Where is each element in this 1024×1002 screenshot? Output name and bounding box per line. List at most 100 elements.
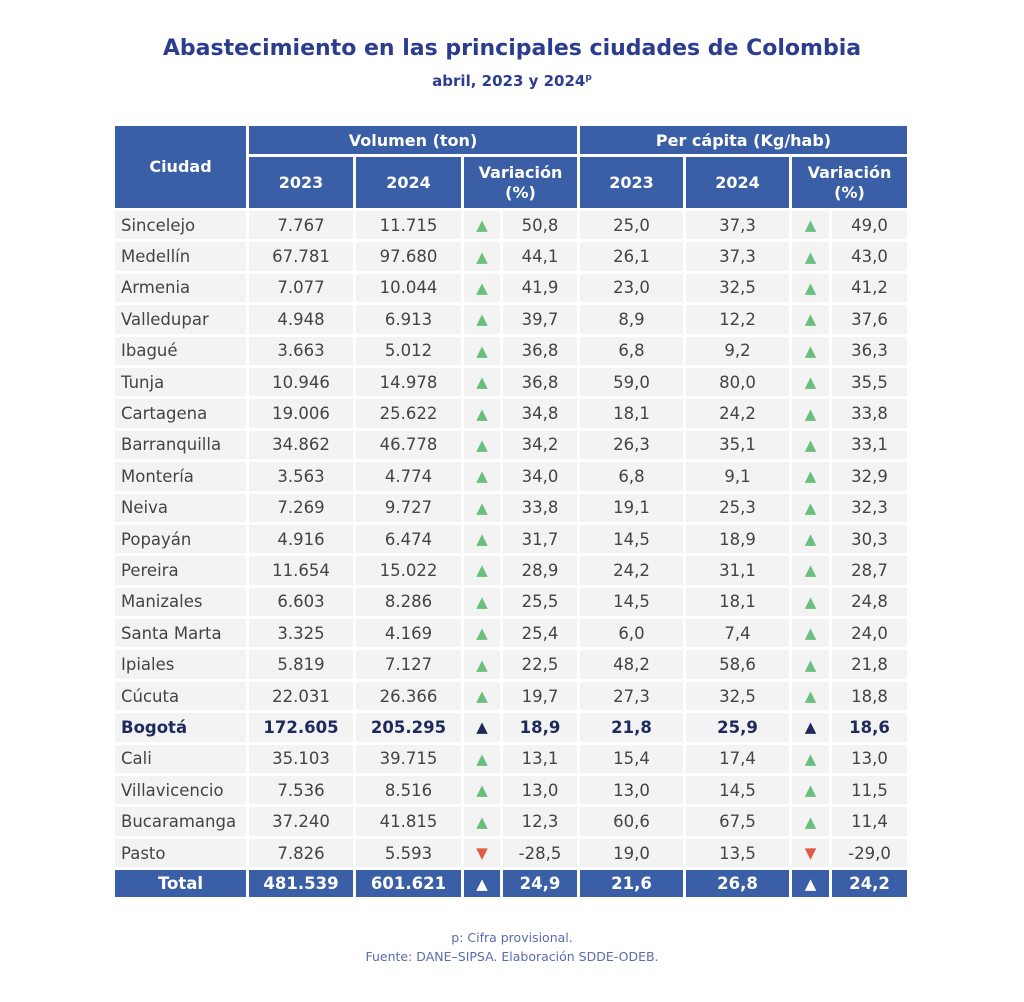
- arrow-up-icon: ▲: [464, 493, 500, 522]
- volume-2023-cell: 35.103: [249, 744, 353, 774]
- arrow-up-icon: ▲: [464, 650, 500, 679]
- percapita-2024-cell: 37,3: [686, 242, 789, 271]
- arrow-up-icon: ▲: [792, 807, 829, 836]
- volume-variation-cell: 36,8: [503, 367, 577, 397]
- arrow-up-icon: ▲: [792, 367, 829, 397]
- arrow-up-icon: ▲: [464, 273, 500, 303]
- city-cell: Sincelejo: [115, 211, 246, 240]
- percapita-2023-cell: 6,8: [580, 462, 683, 491]
- percapita-2023-cell: 14,5: [580, 524, 683, 554]
- volume-2023-cell: 7.077: [249, 273, 353, 303]
- volume-variation-cell: 50,8: [503, 211, 577, 240]
- percapita-2024-cell: 18,1: [686, 587, 789, 617]
- percapita-variation-cell: 24,2: [832, 870, 907, 898]
- percapita-2023-cell: 48,2: [580, 650, 683, 679]
- city-cell: Pereira: [115, 556, 246, 585]
- arrow-up-icon: ▲: [792, 399, 829, 428]
- table-row: Tunja 10.946 14.978 ▲ 36,8 59,0 80,0 ▲ 35,5: [115, 367, 907, 397]
- header-volume-group: Volumen (ton): [249, 126, 577, 154]
- volume-2023-cell: 5.819: [249, 650, 353, 679]
- header-volume-variation: Variación (%): [464, 157, 577, 208]
- city-cell: Tunja: [115, 367, 246, 397]
- percapita-2024-cell: 32,5: [686, 273, 789, 303]
- city-cell: Pasto: [115, 838, 246, 868]
- volume-variation-cell: 24,9: [503, 870, 577, 898]
- city-cell: Ipiales: [115, 650, 246, 679]
- arrow-up-icon: ▲: [464, 242, 500, 271]
- volume-variation-cell: 22,5: [503, 650, 577, 679]
- city-cell: Bogotá: [115, 713, 246, 742]
- arrow-up-icon: ▲: [792, 493, 829, 522]
- volume-2023-cell: 3.663: [249, 336, 353, 365]
- percapita-2024-cell: 9,1: [686, 462, 789, 491]
- arrow-up-icon: ▲: [464, 776, 500, 805]
- volume-2023-cell: 7.269: [249, 493, 353, 522]
- volume-variation-cell: 18,9: [503, 713, 577, 742]
- percapita-2024-cell: 7,4: [686, 619, 789, 648]
- arrow-up-icon: ▲: [792, 556, 829, 585]
- percapita-2023-cell: 59,0: [580, 367, 683, 397]
- percapita-variation-cell: 18,8: [832, 681, 907, 711]
- volume-2023-cell: 34.862: [249, 430, 353, 460]
- volume-variation-cell: 19,7: [503, 681, 577, 711]
- percapita-2023-cell: 21,8: [580, 713, 683, 742]
- city-cell: Villavicencio: [115, 776, 246, 805]
- percapita-variation-cell: 18,6: [832, 713, 907, 742]
- volume-variation-cell: 41,9: [503, 273, 577, 303]
- volume-2024-cell: 5.593: [356, 838, 461, 868]
- arrow-up-icon: ▲: [792, 430, 829, 460]
- city-cell: Popayán: [115, 524, 246, 554]
- arrow-up-icon: ▲: [792, 524, 829, 554]
- percapita-2024-cell: 25,3: [686, 493, 789, 522]
- arrow-up-icon: ▲: [464, 367, 500, 397]
- arrow-up-icon: ▲: [792, 305, 829, 334]
- header-volume-2024: 2024: [356, 157, 461, 208]
- table-row: Sincelejo 7.767 11.715 ▲ 50,8 25,0 37,3 ▲ 49,0: [115, 211, 907, 240]
- volume-2024-cell: 9.727: [356, 493, 461, 522]
- percapita-2023-cell: 23,0: [580, 273, 683, 303]
- volume-2023-cell: 3.325: [249, 619, 353, 648]
- table-row: Bogotá 172.605 205.295 ▲ 18,9 21,8 25,9 ▲ 18,6: [115, 713, 907, 742]
- percapita-2024-cell: 67,5: [686, 807, 789, 836]
- volume-2023-cell: 10.946: [249, 367, 353, 397]
- arrow-up-icon: ▲: [464, 681, 500, 711]
- arrow-up-icon: ▲: [464, 870, 500, 898]
- city-cell: Cali: [115, 744, 246, 774]
- city-cell: Valledupar: [115, 305, 246, 334]
- header-percapita-group: Per cápita (Kg/hab): [580, 126, 907, 154]
- arrow-up-icon: ▲: [464, 399, 500, 428]
- arrow-up-icon: ▲: [464, 587, 500, 617]
- volume-2023-cell: 7.826: [249, 838, 353, 868]
- volume-2024-cell: 11.715: [356, 211, 461, 240]
- table-row: Santa Marta 3.325 4.169 ▲ 25,4 6,0 7,4 ▲ 24,0: [115, 619, 907, 648]
- source-note: Fuente: DANE–SIPSA. Elaboración SDDE-ODE…: [365, 949, 659, 964]
- table-row: Cúcuta 22.031 26.366 ▲ 19,7 27,3 32,5 ▲ 18,8: [115, 681, 907, 711]
- city-cell: Manizales: [115, 587, 246, 617]
- arrow-up-icon: ▲: [792, 713, 829, 742]
- volume-2024-cell: 7.127: [356, 650, 461, 679]
- volume-variation-cell: 34,0: [503, 462, 577, 491]
- volume-variation-cell: 13,1: [503, 744, 577, 774]
- percapita-2024-cell: 13,5: [686, 838, 789, 868]
- arrow-up-icon: ▲: [792, 462, 829, 491]
- percapita-variation-cell: 35,5: [832, 367, 907, 397]
- arrow-up-icon: ▲: [464, 744, 500, 774]
- volume-2023-cell: 67.781: [249, 242, 353, 271]
- volume-2023-cell: 7.767: [249, 211, 353, 240]
- volume-variation-cell: 12,3: [503, 807, 577, 836]
- volume-2024-cell: 14.978: [356, 367, 461, 397]
- subtitle-provisional-mark: p: [585, 73, 592, 83]
- percapita-variation-cell: 24,0: [832, 619, 907, 648]
- volume-variation-cell: 25,5: [503, 587, 577, 617]
- table-row: Pasto 7.826 5.593 ▼ -28,5 19,0 13,5 ▼ -29,0: [115, 838, 907, 868]
- volume-variation-cell: -28,5: [503, 838, 577, 868]
- percapita-2024-cell: 37,3: [686, 211, 789, 240]
- percapita-variation-cell: 11,4: [832, 807, 907, 836]
- percapita-2024-cell: 18,9: [686, 524, 789, 554]
- arrow-up-icon: ▲: [792, 242, 829, 271]
- percapita-2024-cell: 9,2: [686, 336, 789, 365]
- percapita-2024-cell: 12,2: [686, 305, 789, 334]
- volume-2024-cell: 4.169: [356, 619, 461, 648]
- volume-2023-cell: 172.605: [249, 713, 353, 742]
- table-row: Cali 35.103 39.715 ▲ 13,1 15,4 17,4 ▲ 13,0: [115, 744, 907, 774]
